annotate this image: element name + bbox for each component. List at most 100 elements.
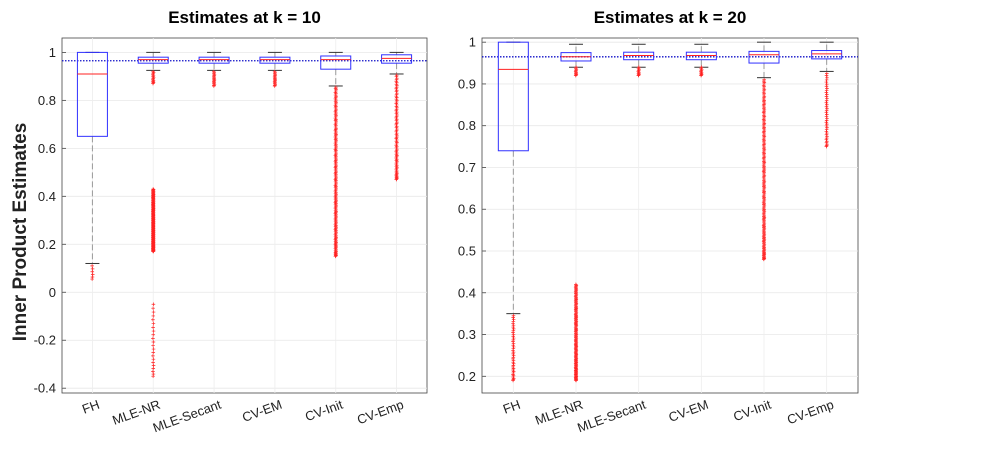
panel-k20: Estimates at k = 20 0.20.30.40.50.60.70.… <box>458 8 859 436</box>
outlier-point <box>151 329 156 333</box>
box-k10-cv-init <box>320 51 352 259</box>
y-ticks-k20: 0.2 0.3 0.4 0.5 0.6 0.7 0.8 0.9 1 <box>458 35 486 384</box>
outlier-point <box>151 187 156 192</box>
outlier-point <box>151 343 155 348</box>
outlier-point <box>511 313 516 318</box>
y-tick-label: 0.4 <box>38 189 56 204</box>
outlier-point <box>151 187 155 191</box>
x-category-label: FH <box>80 397 101 417</box>
y-tick-label: 0.5 <box>458 244 476 259</box>
x-category-label: FH <box>501 397 522 417</box>
outlier-point <box>151 69 155 74</box>
outliers <box>699 65 704 78</box>
outlier-point <box>637 65 641 70</box>
outlier-point <box>511 358 516 363</box>
y-tick-label: 0.9 <box>458 76 476 91</box>
outlier-point <box>151 363 156 368</box>
outlier-point <box>151 325 155 330</box>
boxes-k20 <box>497 41 843 383</box>
outlier-point <box>394 73 399 77</box>
box-k20-cv-em <box>685 43 717 78</box>
outlier-point <box>90 272 95 277</box>
outlier-point <box>825 92 829 97</box>
outlier-point <box>511 332 516 337</box>
box-k20-mle-nr <box>560 43 592 383</box>
outlier-point <box>151 366 156 371</box>
y-tick-label: 1 <box>469 35 476 50</box>
box-k20-cv-init <box>748 41 780 262</box>
box-k10-cv-em <box>259 51 291 88</box>
outlier-point <box>151 357 156 361</box>
outliers <box>636 65 641 78</box>
iqr-box <box>811 50 843 60</box>
x-category-label: CV-Emp <box>355 397 406 428</box>
outlier-point <box>151 372 156 376</box>
outlier-point <box>825 96 829 101</box>
y-tick-label: 0.7 <box>458 160 476 175</box>
outlier-point <box>272 69 277 74</box>
outlier-point <box>511 345 516 349</box>
outlier-point <box>511 350 516 354</box>
outlier-point <box>825 139 829 144</box>
outlier-point <box>151 340 156 344</box>
boxes-k10 <box>76 51 413 379</box>
outlier-point <box>151 321 156 326</box>
outlier-point <box>574 65 578 70</box>
outlier-point <box>90 264 94 268</box>
y-tick-label: 1 <box>49 45 56 60</box>
outliers <box>272 69 278 88</box>
outlier-point <box>151 336 155 341</box>
box-k10-fh <box>76 51 108 281</box>
y-tick-label: -0.4 <box>34 381 56 396</box>
y-tick-label: 0.4 <box>458 285 476 300</box>
outlier-point <box>699 65 704 70</box>
iqr-box <box>320 55 352 70</box>
outliers <box>333 85 338 259</box>
y-tick-label: 0.2 <box>458 369 476 384</box>
x-category-label: MLE-Secant <box>575 397 648 436</box>
y-tick-label: 0 <box>49 285 56 300</box>
outlier-point <box>825 131 829 135</box>
outlier-point <box>825 125 829 130</box>
iqr-box <box>259 56 291 64</box>
y-tick-label: 0.8 <box>458 118 476 133</box>
outliers <box>573 65 579 383</box>
x-category-label: CV-Init <box>731 397 773 425</box>
box-k10-mle-secant <box>198 51 230 88</box>
x-category-label: CV-EM <box>240 397 284 425</box>
box-k10-mle-nr <box>137 51 169 379</box>
outlier-point <box>762 77 766 82</box>
outlier-point <box>151 306 155 310</box>
outlier-point <box>151 360 155 365</box>
outlier-point <box>151 310 156 314</box>
x-category-label: CV-Emp <box>785 397 836 428</box>
outlier-point <box>211 69 216 74</box>
outlier-point <box>825 112 829 117</box>
y-tick-label: -0.2 <box>34 333 56 348</box>
outlier-point <box>151 302 156 307</box>
plot-area-k10 <box>61 37 428 394</box>
outlier-point <box>825 106 829 111</box>
outlier-point <box>151 332 156 337</box>
outlier-point <box>151 347 156 351</box>
outlier-point <box>511 361 516 366</box>
outlier-point <box>151 314 156 318</box>
chart-title-k10: Estimates at k = 10 <box>168 8 321 27</box>
outlier-point <box>151 317 155 322</box>
outliers <box>394 73 399 182</box>
iqr-box <box>198 56 230 64</box>
outliers <box>761 77 767 262</box>
plot-area-k20 <box>481 37 859 394</box>
outliers <box>90 264 95 281</box>
outliers <box>151 69 156 379</box>
x-category-label: MLE-Secant <box>151 397 224 436</box>
iqr-box <box>748 50 780 64</box>
box-k20-fh <box>497 41 529 383</box>
outlier-point <box>825 116 829 121</box>
x-category-label: CV-EM <box>667 397 711 425</box>
y-tick-label: 0.2 <box>38 237 56 252</box>
outliers <box>211 69 217 88</box>
